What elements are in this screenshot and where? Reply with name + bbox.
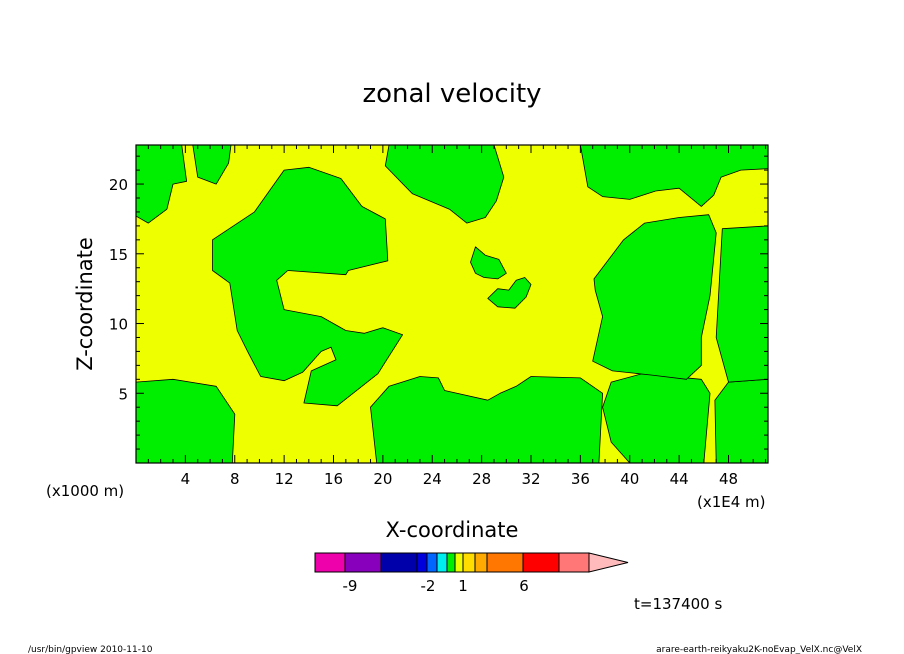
plot-area: [135, 144, 769, 464]
time-label: t=137400 s: [634, 595, 722, 613]
footer-left: /usr/bin/gpview 2010-11-10: [28, 645, 153, 654]
contour-region: [384, 145, 505, 224]
y-tick-label: 20: [109, 176, 128, 194]
contour-region: [136, 145, 188, 224]
x-tick-label: 12: [275, 470, 294, 488]
colorbar-tick-label: 1: [458, 577, 468, 595]
x-axis-ticks: 4 8 12 16 20 24 28 32 36 40 44 48: [147, 145, 767, 488]
x-tick-label: 24: [423, 470, 442, 488]
y-axis-label: Z-coordinate: [73, 237, 97, 371]
x-tick-label: 28: [472, 470, 491, 488]
contour-region: [136, 378, 236, 463]
x-tick-label: 4: [181, 470, 191, 488]
colorbar-swatch: [454, 552, 464, 573]
x-tick-label: 48: [719, 470, 738, 488]
colorbar-swatch: [436, 552, 448, 573]
x-tick-label: 8: [230, 470, 240, 488]
colorbar-swatch: [380, 552, 418, 573]
colorbar-swatch: [446, 552, 456, 573]
colorbar-labels: -9 -2 1 6: [343, 577, 529, 595]
y-tick-label: 10: [109, 316, 128, 334]
contour-region: [580, 145, 768, 207]
x-tick-label: 40: [620, 470, 639, 488]
colorbar-swatch: [558, 552, 590, 573]
colorbar-tick-label: -9: [343, 577, 358, 595]
footer-right: arare-earth-reikyaku2K-noEvap_VelX.nc@Ve…: [656, 645, 862, 654]
x-tick-label: 20: [373, 470, 392, 488]
x-tick-label: 36: [571, 470, 590, 488]
colorbar-tick-label: 6: [519, 577, 529, 595]
chart-title: zonal velocity: [362, 79, 541, 109]
colorbar-tick-label: -2: [421, 577, 436, 595]
colorbar-swatch: [314, 552, 346, 573]
y-tick-label: 5: [118, 385, 128, 403]
y-axis-ticks: 5 10 15 20: [109, 155, 768, 450]
colorbar-extend-arrow: [588, 552, 629, 573]
x-tick-label: 32: [521, 470, 540, 488]
colorbar-swatch: [426, 552, 438, 573]
contour-region: [715, 225, 768, 383]
x-unit-label: (x1000 m): [46, 482, 124, 500]
contour-region: [192, 145, 232, 185]
colorbar-swatch: [416, 552, 428, 573]
colorbar: [314, 552, 629, 573]
x-tick-label: 16: [324, 470, 343, 488]
contour-region: [370, 376, 603, 463]
contour-region: [470, 246, 507, 280]
plot-frame: [135, 144, 769, 464]
contour-region: [212, 166, 404, 407]
colorbar-swatch: [462, 552, 476, 573]
colorbar-swatch: [474, 552, 488, 573]
x-tick-label: 44: [670, 470, 689, 488]
y-tick-label: 15: [109, 246, 128, 264]
contour-region: [592, 214, 717, 380]
x-scale-note: (x1E4 m): [697, 493, 766, 511]
contour-region: [487, 277, 532, 309]
contour-region: [714, 378, 768, 463]
x-axis-label: X-coordinate: [386, 518, 519, 542]
colorbar-swatch: [486, 552, 524, 573]
contour-region: [602, 373, 711, 463]
colorbar-swatch: [522, 552, 560, 573]
colorbar-swatch: [344, 552, 382, 573]
